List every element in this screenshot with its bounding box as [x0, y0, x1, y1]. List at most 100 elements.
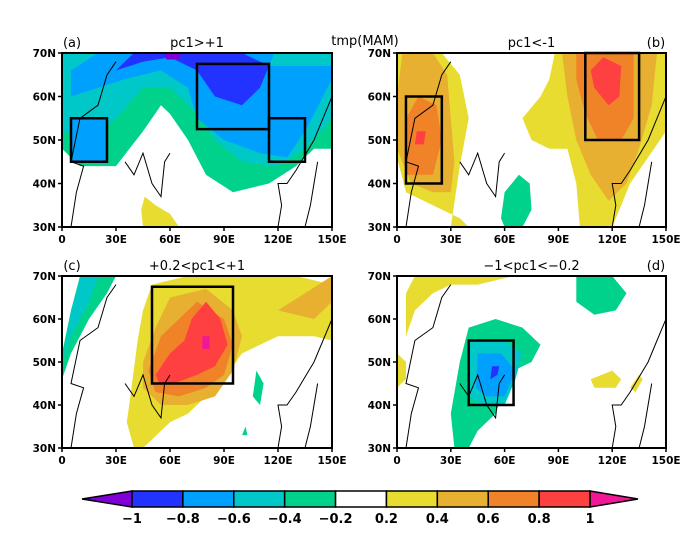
x-tick-label: 0 [58, 234, 65, 246]
x-tick-label: 150E [317, 234, 346, 246]
x-tick-label: 90E [213, 455, 235, 467]
x-tick-label: 60E [494, 455, 516, 467]
y-tick-label: 40N [368, 179, 391, 191]
figure-title: tmp(MAM) [331, 34, 398, 49]
map-panel-c: 0 30E 60E 90E 120E 150E 30N 40N 50N 60N 70N (c) +0.2… [33, 259, 347, 467]
y-tick-label: 50N [368, 357, 391, 369]
y-tick-label: 30N [33, 443, 56, 455]
colorbar-tick-label: −0.2 [319, 512, 353, 527]
y-tick-label: 50N [33, 135, 56, 147]
anomaly-region [406, 276, 514, 337]
x-tick-label: 120E [263, 234, 292, 246]
panel-title: pc1>+1 [170, 36, 224, 51]
panel-label: (d) [647, 259, 665, 274]
panel-label: (c) [63, 259, 80, 274]
anomaly-region [278, 276, 332, 319]
colorbar-swatch [182, 490, 235, 508]
coastline [638, 161, 653, 227]
anomaly-region [164, 53, 181, 60]
colorbar-swatch [334, 490, 388, 508]
x-tick-label: 90E [213, 234, 235, 246]
y-tick-label: 60N [368, 92, 391, 104]
anomaly-region [242, 426, 248, 436]
anomaly-region [490, 366, 500, 380]
panel-label: (b) [647, 36, 665, 51]
panel-title: +0.2<pc1<+1 [149, 259, 245, 274]
colorbar-swatch [487, 490, 540, 508]
colorbar-swatch [283, 490, 337, 508]
anomaly-region [116, 53, 269, 106]
colorbar-swatch [538, 490, 591, 508]
coastline [304, 383, 319, 448]
x-tick-label: 0 [58, 455, 65, 467]
anomaly-field [397, 276, 666, 448]
colorbar-over-triangle [589, 490, 639, 508]
colorbar-tick-label: −1 [122, 512, 142, 527]
anomaly-region [252, 370, 264, 405]
x-tick-label: 60E [494, 234, 516, 246]
region-box [195, 62, 271, 131]
x-tick-label: 60E [159, 234, 181, 246]
x-tick-label: 90E [548, 455, 570, 467]
colorbar-tick-label: −0.6 [217, 512, 251, 527]
y-tick-label: 70N [33, 271, 56, 283]
anomaly-region [501, 174, 532, 227]
anomaly-region [576, 276, 627, 315]
coastline [277, 96, 332, 227]
colorbar-tick-label: 1 [585, 512, 594, 527]
y-tick-label: 50N [368, 135, 391, 147]
anomaly-region [414, 131, 426, 145]
coastline [70, 284, 117, 448]
anomaly-region [202, 336, 210, 350]
colorbar-tick-label: 0.8 [528, 512, 551, 527]
region-box [69, 117, 109, 163]
panel-title: pc1<-1 [508, 36, 556, 51]
colorbar-swatch [233, 490, 286, 508]
y-tick-label: 70N [33, 48, 56, 60]
coastline [459, 151, 506, 199]
anomaly-region [141, 196, 179, 227]
y-tick-label: 60N [33, 92, 56, 104]
colorbar-tick-label: −0.4 [268, 512, 302, 527]
x-tick-label: 0 [393, 234, 400, 246]
anomaly-region [269, 53, 332, 66]
y-tick-label: 30N [368, 443, 391, 455]
y-tick-label: 70N [368, 271, 391, 283]
anomaly-region [71, 118, 107, 162]
coastline [124, 151, 171, 199]
coastline [277, 318, 332, 448]
x-tick-label: 120E [598, 455, 627, 467]
anomaly-region [397, 353, 406, 388]
y-tick-label: 40N [33, 400, 56, 412]
x-tick-label: 150E [651, 455, 680, 467]
colorbar-swatch [385, 490, 439, 508]
x-tick-label: 150E [317, 455, 346, 467]
coastline [638, 383, 653, 448]
x-tick-label: 120E [598, 234, 627, 246]
panel-label: (a) [63, 36, 81, 51]
colorbar-tick-label: 0.2 [375, 512, 398, 527]
coastline [304, 161, 319, 227]
y-tick-label: 70N [368, 48, 391, 60]
coastline [611, 318, 666, 448]
x-tick-label: 30E [105, 455, 127, 467]
y-tick-label: 40N [33, 179, 56, 191]
anomaly-region [590, 57, 622, 106]
coastline [405, 61, 452, 227]
colorbar-swatch [436, 490, 489, 508]
coastline [405, 284, 452, 448]
y-tick-label: 60N [368, 314, 391, 326]
x-tick-label: 30E [105, 234, 127, 246]
colorbar-tick-label: 0.4 [426, 512, 449, 527]
x-tick-label: 30E [440, 455, 462, 467]
colorbar-tick-label: −0.8 [166, 512, 200, 527]
region-box [150, 285, 235, 385]
y-tick-label: 30N [368, 222, 391, 234]
anomaly-region [62, 276, 98, 362]
x-tick-label: 60E [159, 455, 181, 467]
region-box [267, 117, 307, 163]
x-tick-label: 120E [263, 455, 292, 467]
map-panel-d: 0 30E 60E 90E 120E 150E 30N 40N 50N 60N 70N (d) −1<p… [368, 259, 681, 467]
y-tick-label: 40N [368, 400, 391, 412]
